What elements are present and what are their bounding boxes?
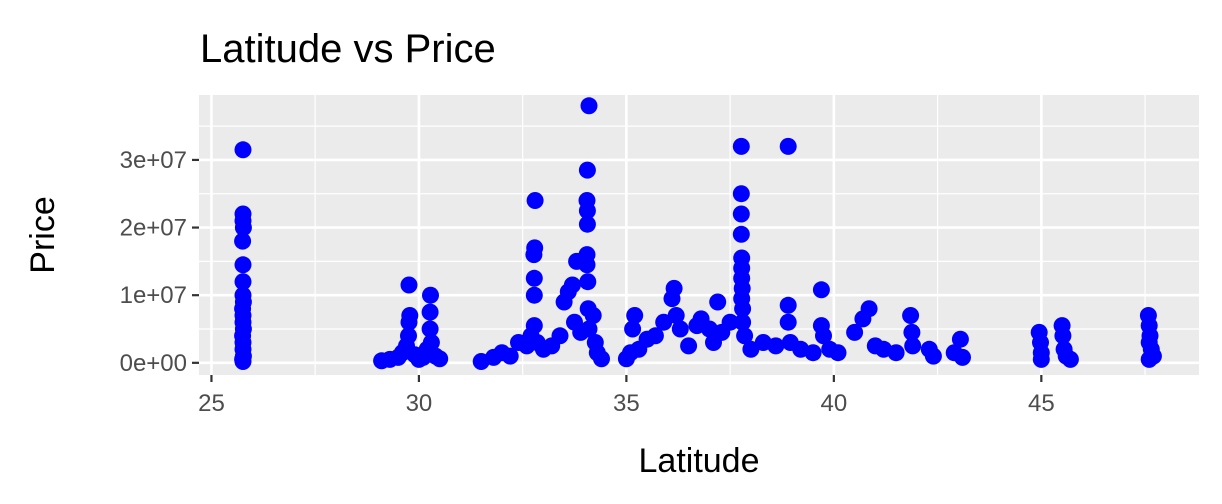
data-point [421,320,439,338]
x-tick-label: 45 [1028,390,1055,417]
data-point [732,185,750,203]
data-point [563,276,581,294]
data-point [734,300,752,318]
data-point [902,307,920,324]
data-point [779,313,797,331]
data-point [234,353,252,370]
data-point [526,192,544,209]
data-point [422,286,439,304]
data-point [732,205,750,223]
data-point [1032,350,1050,368]
data-point [578,161,596,179]
data-point [903,323,921,341]
data-point [779,296,797,314]
data-point [234,273,252,291]
data-points [234,97,1162,370]
data-point [580,97,598,115]
data-point [578,246,596,264]
data-point [951,330,969,348]
data-point [431,350,449,368]
data-point [551,327,569,345]
data-point [815,327,832,345]
data-point [924,347,942,365]
data-point [1140,350,1158,368]
x-axis: 25 30 35 40 45 [198,375,1055,417]
data-point [667,307,685,324]
data-point [578,215,596,233]
data-point [829,344,847,362]
major-gridlines [199,95,1199,375]
data-point [804,344,822,362]
data-point [234,256,252,274]
data-point [671,320,689,338]
data-point [525,317,543,335]
data-point [734,313,752,331]
data-point [579,273,597,291]
data-point [954,348,971,366]
data-point [501,347,519,365]
y-axis-title: Price [24,196,62,273]
y-tick-label: 0e+00 [120,350,187,377]
x-tick-label: 30 [406,390,433,417]
data-point [732,225,750,243]
data-point [525,286,543,304]
data-point [525,269,543,287]
data-point [401,307,419,324]
data-point [721,313,739,331]
data-point [732,137,750,155]
data-point [593,350,610,368]
data-point [812,281,830,299]
data-point [1054,327,1072,345]
x-axis-title: Latitude [639,442,760,480]
data-point [779,137,797,155]
data-point [400,327,417,345]
data-point [624,320,642,338]
data-point [736,327,754,345]
x-tick-label: 35 [613,390,640,417]
data-point [526,239,544,257]
data-point [626,307,644,324]
data-point [234,219,252,237]
data-point [580,320,598,338]
data-point [655,313,673,331]
y-tick-label: 2e+07 [120,215,187,242]
data-point [578,192,596,209]
data-point [887,344,905,362]
data-point [422,334,440,351]
chart-title: Latitude vs Price [200,27,496,71]
x-tick-label: 40 [821,390,848,417]
data-point [234,232,252,250]
data-point [904,337,922,355]
y-axis: 0e+00 1e+07 2e+07 3e+07 [120,147,199,377]
data-point [421,303,439,321]
data-point [709,293,727,311]
data-point [584,307,602,324]
data-point [846,323,864,341]
data-point [234,141,252,159]
data-point [665,279,683,297]
y-tick-label: 1e+07 [120,282,187,309]
data-point [742,340,760,358]
data-point [400,276,418,294]
data-point [646,327,664,345]
data-point [1061,350,1079,368]
x-tick-label: 25 [198,390,225,417]
data-point [680,337,698,355]
data-point [860,300,878,318]
data-point [767,337,785,355]
y-tick-label: 3e+07 [120,147,187,174]
